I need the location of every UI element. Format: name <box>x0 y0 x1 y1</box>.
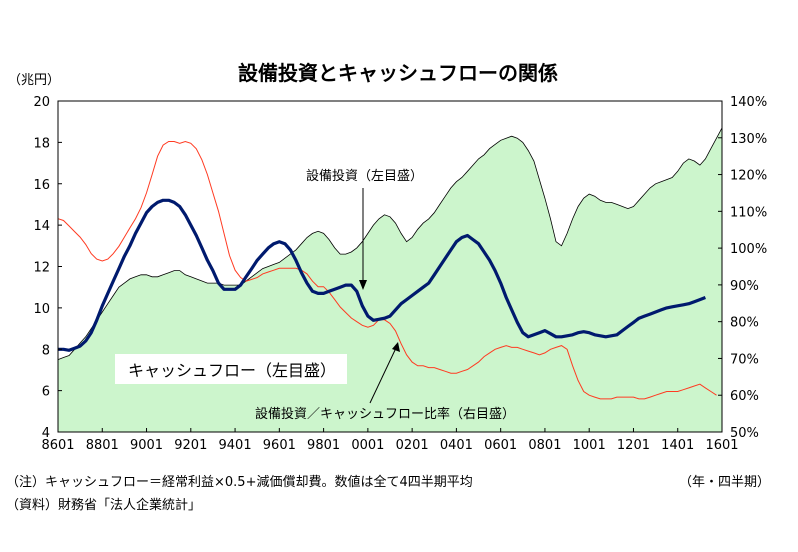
x-tick-label: 9801 <box>307 438 340 453</box>
y-left-unit: （兆円） <box>8 73 60 88</box>
capex-line <box>58 198 706 352</box>
y-left-tick-label: 16 <box>33 178 50 193</box>
ratio-label: 設備投資／キャッシュフロー比率（右目盛） <box>255 406 515 422</box>
y-right-tick-label: 110% <box>730 205 767 220</box>
x-tick-label: 9001 <box>130 438 163 453</box>
x-tick-label: 0001 <box>351 438 384 453</box>
cash-flow-line <box>57 127 723 360</box>
x-tick-label: 0801 <box>528 438 561 453</box>
y-right-tick-label: 80% <box>730 316 759 331</box>
y-left-tick-label: 8 <box>42 343 50 358</box>
y-left-tick-label: 12 <box>33 261 50 276</box>
x-tick-label: 8601 <box>41 438 74 453</box>
capex-arrowhead <box>359 280 367 290</box>
ratio-line <box>57 140 717 400</box>
x-axis-unit: （年・四半期） <box>678 475 770 490</box>
x-tick-label: 1001 <box>573 438 606 453</box>
y-right-tick-label: 90% <box>730 279 759 294</box>
ratio-arrowhead <box>392 342 400 352</box>
ratio-annotation-arrow <box>369 347 397 404</box>
cash-flow-label: キャッシュフロー（左目盛） <box>128 361 336 380</box>
y-left-tick-label: 18 <box>33 136 50 151</box>
y-left-tick-label: 20 <box>33 95 50 110</box>
x-tick-label: 1201 <box>617 438 650 453</box>
y-left-tick-label: 14 <box>33 219 50 234</box>
chart-title: 設備投資とキャッシュフローの関係 <box>238 61 558 85</box>
x-tick-label: 1401 <box>661 438 694 453</box>
y-right-tick-label: 50% <box>730 426 759 441</box>
cash-flow-label-box <box>115 354 347 384</box>
y-left-tick-label: 10 <box>33 302 50 317</box>
x-tick-label: 8801 <box>86 438 119 453</box>
y-left-tick-label: 4 <box>42 426 50 441</box>
footnote-definition: （注）キャッシュフロー＝経常利益×0.5+減価償却費。数値は全て4四半期平均 <box>6 475 473 490</box>
y-right-tick-label: 140% <box>730 95 767 110</box>
y-right-tick-label: 60% <box>730 389 759 404</box>
capex-label: 設備投資（左目盛） <box>306 168 423 184</box>
x-tick-label: 0201 <box>396 438 429 453</box>
y-right-tick-label: 130% <box>730 132 767 147</box>
x-tick-label: 0601 <box>484 438 517 453</box>
x-tick-label: 1601 <box>705 438 738 453</box>
x-tick-label: 9401 <box>219 438 252 453</box>
y-right-tick-label: 100% <box>730 242 767 257</box>
y-left-tick-label: 6 <box>42 385 50 400</box>
x-tick-label: 9601 <box>263 438 296 453</box>
x-tick-label: 0401 <box>440 438 473 453</box>
footnote-source: （資料）財務省「法人企業統計」 <box>6 498 202 513</box>
y-right-tick-label: 70% <box>730 352 759 367</box>
x-tick-label: 9201 <box>174 438 207 453</box>
y-right-tick-label: 120% <box>730 169 767 184</box>
